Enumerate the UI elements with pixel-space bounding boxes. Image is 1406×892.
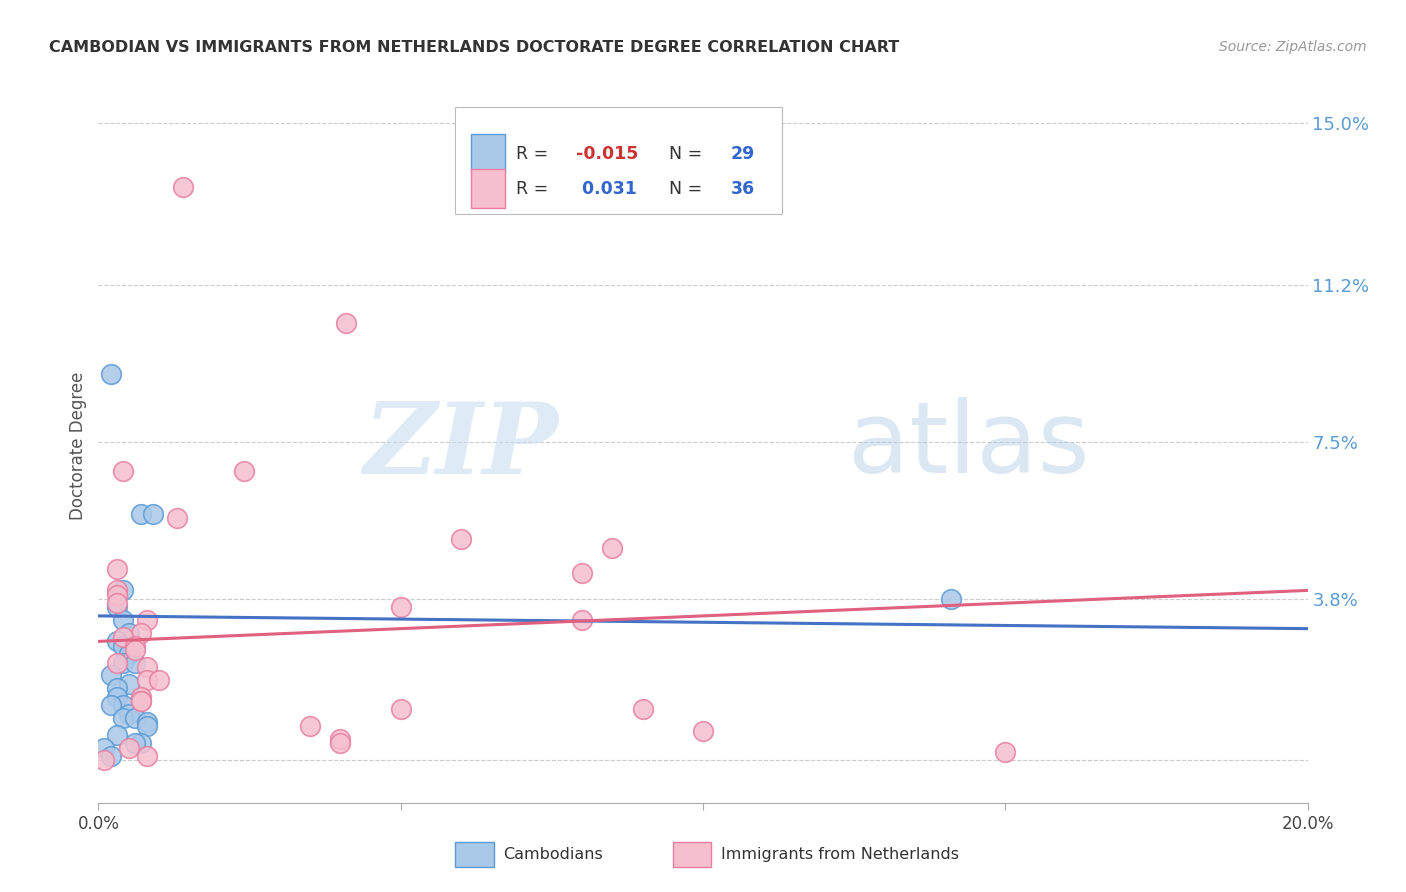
Point: [142, 507, 165, 521]
Point: [129, 626, 152, 640]
FancyBboxPatch shape: [673, 842, 711, 867]
Point: [100, 668, 122, 682]
Point: [602, 541, 624, 555]
Point: [111, 613, 134, 627]
Point: [105, 681, 128, 695]
Point: [118, 626, 141, 640]
FancyBboxPatch shape: [471, 134, 505, 173]
Text: 36: 36: [731, 179, 755, 197]
Point: [135, 719, 157, 733]
Point: [450, 533, 472, 547]
Point: [389, 600, 412, 615]
Text: Source: ZipAtlas.com: Source: ZipAtlas.com: [1219, 40, 1367, 54]
Point: [111, 711, 134, 725]
Point: [124, 711, 146, 725]
Text: N =: N =: [658, 145, 709, 162]
Text: atlas: atlas: [848, 398, 1090, 494]
Point: [571, 566, 593, 581]
Text: 29: 29: [731, 145, 755, 162]
FancyBboxPatch shape: [456, 107, 782, 214]
Point: [994, 745, 1017, 759]
Point: [105, 588, 128, 602]
Point: [129, 736, 152, 750]
Point: [111, 698, 134, 712]
Point: [124, 736, 146, 750]
Point: [105, 600, 128, 615]
Point: [148, 673, 170, 687]
Point: [111, 630, 134, 644]
Point: [105, 728, 128, 742]
Point: [129, 694, 152, 708]
Point: [105, 634, 128, 648]
Point: [100, 367, 122, 381]
Point: [111, 656, 134, 670]
Point: [631, 702, 654, 716]
Point: [135, 613, 157, 627]
Point: [939, 591, 962, 606]
Text: R =: R =: [516, 145, 554, 162]
Point: [692, 723, 714, 738]
Text: ZIP: ZIP: [363, 398, 558, 494]
Point: [329, 736, 352, 750]
Point: [111, 639, 134, 653]
Y-axis label: Doctorate Degree: Doctorate Degree: [69, 372, 87, 520]
Text: R =: R =: [516, 179, 554, 197]
Point: [118, 677, 141, 691]
Point: [335, 316, 357, 330]
Point: [111, 465, 134, 479]
Point: [105, 583, 128, 598]
Point: [172, 180, 194, 194]
Point: [124, 643, 146, 657]
Point: [111, 583, 134, 598]
Text: CAMBODIAN VS IMMIGRANTS FROM NETHERLANDS DOCTORATE DEGREE CORRELATION CHART: CAMBODIAN VS IMMIGRANTS FROM NETHERLANDS…: [49, 40, 900, 55]
Point: [124, 639, 146, 653]
Point: [105, 596, 128, 610]
Point: [135, 749, 157, 764]
Point: [135, 660, 157, 674]
Point: [135, 673, 157, 687]
Point: [118, 706, 141, 721]
Text: Cambodians: Cambodians: [503, 847, 603, 862]
Point: [299, 719, 322, 733]
Point: [329, 732, 352, 747]
Point: [105, 656, 128, 670]
Point: [105, 690, 128, 704]
Point: [166, 511, 188, 525]
Point: [124, 656, 146, 670]
Text: -0.015: -0.015: [576, 145, 638, 162]
Point: [129, 694, 152, 708]
FancyBboxPatch shape: [471, 169, 505, 208]
Text: 0.031: 0.031: [576, 179, 637, 197]
Point: [389, 702, 412, 716]
Point: [118, 740, 141, 755]
Point: [135, 715, 157, 730]
Point: [93, 753, 115, 767]
FancyBboxPatch shape: [456, 842, 494, 867]
Point: [571, 613, 593, 627]
Text: Immigrants from Netherlands: Immigrants from Netherlands: [721, 847, 959, 862]
Point: [100, 749, 122, 764]
Point: [129, 690, 152, 704]
Point: [118, 647, 141, 661]
Point: [93, 740, 115, 755]
Point: [129, 507, 152, 521]
Point: [232, 465, 254, 479]
Point: [100, 698, 122, 712]
Point: [105, 562, 128, 576]
Text: N =: N =: [658, 179, 709, 197]
